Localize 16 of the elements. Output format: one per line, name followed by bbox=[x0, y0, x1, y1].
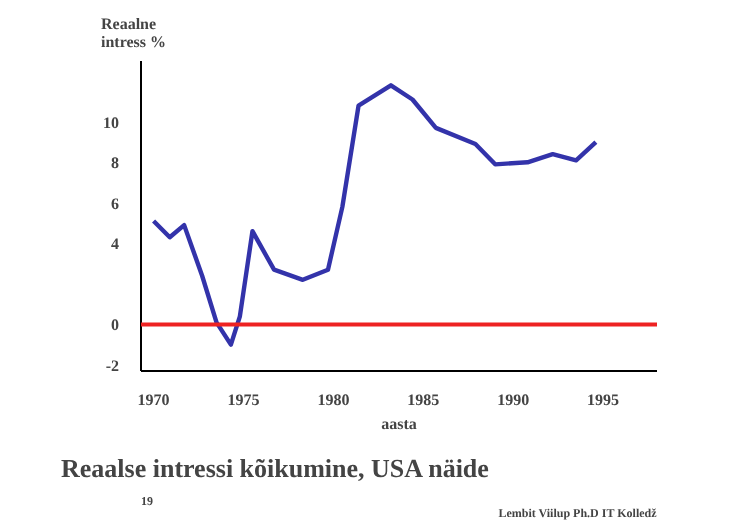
y-tick-label: -2 bbox=[105, 356, 120, 375]
y-tick-label: 10 bbox=[103, 113, 119, 132]
y-tick-label: 0 bbox=[111, 316, 119, 335]
y-axis-title: Reaalne intress % bbox=[101, 15, 167, 51]
line-series bbox=[151, 83, 599, 347]
y-tick-label: 6 bbox=[111, 194, 119, 213]
x-tick-label: 1985 bbox=[407, 391, 440, 409]
x-axis-title: aasta bbox=[381, 415, 417, 433]
x-tick-label: 1995 bbox=[587, 391, 620, 409]
x-tick-label: 1975 bbox=[227, 391, 260, 409]
y-tick-label: 4 bbox=[111, 235, 119, 254]
y-tick-label: 8 bbox=[111, 154, 119, 173]
x-tick-label: 1990 bbox=[497, 391, 530, 409]
x-tick-label: 1970 bbox=[137, 391, 170, 409]
x-tick-label: 1980 bbox=[317, 391, 350, 409]
text: Reaalse intressi kõikumine, USA näide bbox=[61, 453, 490, 483]
